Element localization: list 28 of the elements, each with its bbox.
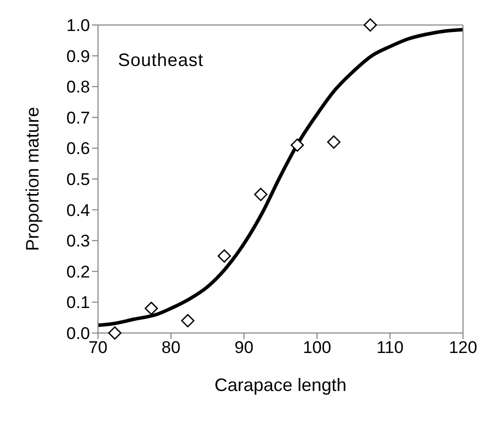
y-tick-label: 0.7: [66, 108, 90, 128]
y-tick-label: 0.1: [66, 293, 90, 312]
y-tick-label: 0.8: [66, 78, 90, 97]
point: [254, 188, 268, 202]
y-tick-label: 0.0: [66, 324, 90, 344]
y-tick-label: 0.9: [66, 46, 90, 66]
y-tick-label: 0.5: [66, 170, 90, 190]
point: [144, 302, 158, 316]
y-tick-label: 0.3: [66, 232, 90, 251]
x-tick-label: 90: [234, 338, 254, 358]
x-tick-label: 80: [162, 338, 180, 358]
x-tick-label: 110: [376, 338, 404, 358]
point: [108, 326, 122, 340]
y-tick-label: 0.2: [66, 262, 90, 282]
x-tick-label: 100: [302, 338, 332, 358]
x-tick-label: 120: [448, 338, 478, 358]
point: [218, 249, 231, 263]
point: [364, 18, 377, 32]
x-tick-label: 70: [88, 338, 108, 358]
point: [327, 135, 340, 149]
point: [290, 138, 304, 152]
y-tick-label: 1.0: [66, 16, 90, 36]
y-tick-label: 0.6: [66, 139, 90, 158]
annotation: Southeast: [118, 50, 204, 71]
point: [181, 314, 194, 328]
y-axis-title: Proportion mature: [22, 106, 42, 252]
y-tick-label: 0.4: [66, 200, 90, 220]
x-axis-title: Carapace length: [214, 375, 347, 395]
